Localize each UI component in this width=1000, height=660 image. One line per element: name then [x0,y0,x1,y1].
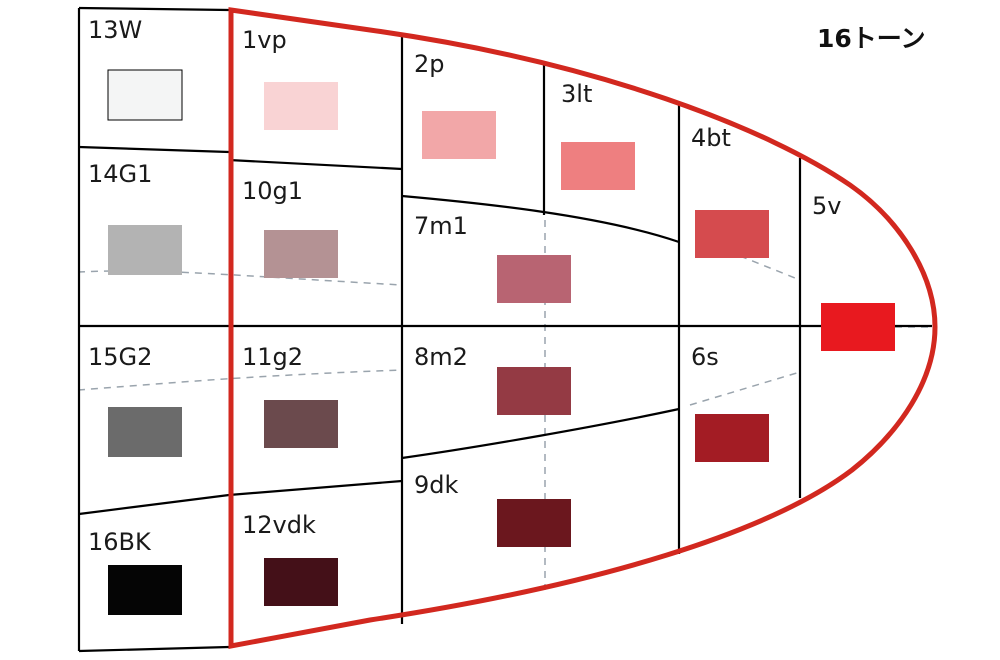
swatch-5v [821,303,895,351]
tone-labels: 13W 14G1 15G2 16BK 1vp 10g1 11g2 12vdk 2… [88,16,841,556]
diagram-title: 16トーン [817,24,926,53]
row-divider-upper-left [228,158,403,171]
label-14g1: 14G1 [88,160,152,188]
swatch-11g2 [264,400,338,448]
label-7m1: 7m1 [414,212,468,240]
swatch-1vp [264,82,338,130]
label-5v: 5v [812,192,841,220]
swatch-15g2 [108,407,182,457]
swatch-7m1 [497,255,571,303]
label-1vp: 1vp [242,26,287,54]
swatch-14g1 [108,225,182,275]
row-divider-lower-right [401,407,680,460]
swatch-4bt [695,210,769,258]
label-3lt: 3lt [561,80,592,108]
label-11g2: 11g2 [242,343,303,371]
swatch-3lt [561,142,635,190]
swatches [107,69,895,615]
label-8m2: 8m2 [414,343,468,371]
swatch-9dk [497,499,571,547]
label-13w: 13W [88,16,142,44]
outer-column-top [78,6,230,12]
label-4bt: 4bt [691,124,731,152]
label-6s: 6s [691,343,719,371]
outer-column-bottom [78,645,230,653]
label-15g2: 15G2 [88,343,152,371]
grey-divider-3 [78,493,230,516]
row-divider-upper-right [401,194,680,244]
guide-curve-lower [77,369,403,391]
row-divider-lower-left [228,479,403,497]
guide-lower-right [689,371,801,406]
swatch-12vdk [264,558,338,606]
swatch-8m2 [497,367,571,415]
swatch-6s [695,414,769,462]
grey-divider-1 [78,145,230,154]
label-2p: 2p [414,50,445,78]
label-12vdk: 12vdk [242,511,316,539]
swatch-10g1 [264,230,338,278]
label-9dk: 9dk [414,471,459,499]
label-10g1: 10g1 [242,177,303,205]
swatch-13w [107,69,183,121]
swatch-2p [422,111,496,159]
label-16bk: 16BK [88,528,152,556]
tone-outline [228,7,938,650]
grid-lines [77,6,932,653]
guide-upper-right [739,255,801,281]
swatch-16bk [108,565,182,615]
